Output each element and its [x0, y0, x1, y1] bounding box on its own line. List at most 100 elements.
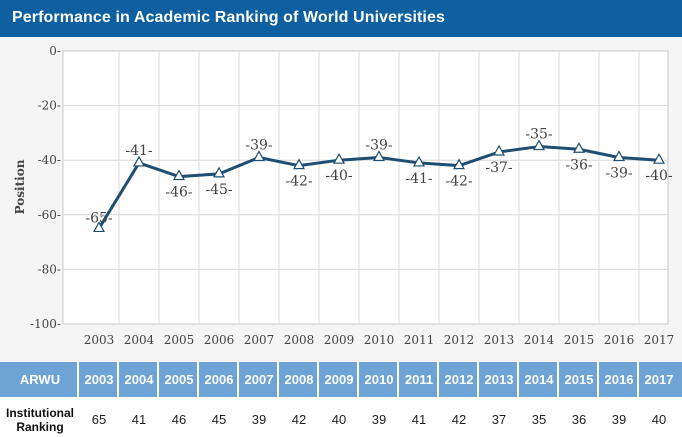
table-ranking-cell: 35 — [531, 412, 547, 427]
plot-area — [62, 50, 669, 325]
table-ranking-cell: 39 — [371, 412, 387, 427]
table-year-header: 2003 — [84, 372, 114, 387]
data-point-marker — [252, 150, 266, 162]
table-column-separator — [357, 362, 359, 397]
x-tick-label: 2009 — [324, 333, 355, 347]
table-header-label: ARWU — [19, 372, 61, 387]
table-column-separator — [157, 362, 159, 397]
table-year-header: 2016 — [604, 372, 634, 387]
ranking-table: ARWU 2003 2004 2005 2006 2007 2008 2009 2010 201… — [0, 362, 682, 437]
y-tick-label: -20- — [38, 99, 61, 113]
y-tick-label: -40- — [38, 153, 61, 167]
data-point-marker — [372, 150, 386, 162]
data-point-marker — [212, 166, 226, 178]
data-label: -65- — [85, 210, 113, 226]
table-year-header: 2013 — [484, 372, 514, 387]
x-tick-label: 2010 — [364, 333, 395, 347]
data-label: -40- — [645, 168, 673, 184]
table-column-separator — [437, 362, 439, 397]
data-point-marker — [612, 150, 626, 162]
y-tick-label: -80- — [38, 262, 61, 276]
chart-svg: 0- -20- -40- -60- -80- -100- 2003 2004 2005 2006 2… — [0, 37, 682, 361]
x-tick-label: 2013 — [484, 333, 515, 347]
table-row-label: Institutional Ranking — [6, 406, 74, 434]
table-ranking-cell: 65 — [91, 412, 107, 427]
table-year-header: 2005 — [164, 372, 194, 387]
x-tick-label: 2014 — [524, 333, 555, 347]
table-ranking-cell: 46 — [171, 412, 187, 427]
data-label: -35- — [525, 127, 553, 143]
table-ranking-cell: 36 — [571, 412, 587, 427]
x-tick-label: 2003 — [84, 333, 115, 347]
table-column-separator — [197, 362, 199, 397]
data-label: -36- — [565, 157, 593, 173]
data-point-marker — [452, 158, 466, 170]
x-tick-label: 2008 — [284, 333, 315, 347]
y-tick-label: 0- — [49, 44, 61, 58]
table-column-separator — [597, 362, 599, 397]
table-column-separator — [637, 362, 639, 397]
data-label: -42- — [285, 174, 313, 190]
grid-lines — [63, 51, 668, 324]
data-label: -39- — [245, 137, 273, 153]
x-tick-label: 2005 — [164, 333, 195, 347]
data-label: -42- — [445, 174, 473, 190]
data-point-marker — [572, 142, 586, 153]
table-column-separator — [77, 362, 79, 397]
data-point-marker — [652, 152, 666, 164]
data-point-marker — [92, 221, 106, 233]
table-year-header: 2008 — [284, 372, 314, 387]
data-label: -39- — [365, 137, 393, 153]
table-year-header: 2007 — [244, 372, 274, 387]
table-year-header: 2004 — [124, 372, 154, 387]
data-point-marker — [492, 144, 506, 156]
data-point-marker — [172, 169, 186, 181]
table-column-separator — [237, 362, 239, 397]
table-ranking-cell: 42 — [451, 412, 467, 427]
line-chart: 0- -20- -40- -60- -80- -100- 2003 2004 2005 2006 2… — [0, 37, 682, 361]
table-year-header: 2011 — [404, 372, 434, 387]
table-column-separator — [517, 362, 519, 397]
table-year-header: 2009 — [324, 372, 354, 387]
x-tick-label: 2012 — [444, 333, 475, 347]
table-ranking-cell: 45 — [211, 412, 227, 427]
x-tick-label: 2016 — [604, 333, 635, 347]
x-tick-label: 2015 — [564, 333, 595, 347]
table-ranking-cell: 40 — [331, 412, 347, 427]
table-column-separator — [557, 362, 559, 397]
data-labels: -65- -41- -46- -45- -39- -42- -40- -39- -41- -42-… — [85, 127, 673, 227]
y-axis-label: Position — [13, 159, 27, 214]
table-ranking-cell: 40 — [651, 412, 667, 427]
axes: 0- -20- -40- -60- -80- -100- 2003 2004 2005 2006 2… — [30, 44, 674, 347]
data-label: -41- — [125, 143, 153, 159]
data-label: -39- — [605, 165, 633, 181]
table-column-separator — [477, 362, 479, 397]
table-header-row: ARWU 2003 2004 2005 2006 2007 2008 2009 2010 201… — [0, 362, 682, 397]
x-tick-label: 2006 — [204, 333, 235, 347]
table-column-separator — [117, 362, 119, 397]
table-column-separator — [277, 362, 279, 397]
data-label: -45- — [205, 182, 233, 198]
table-ranking-cell: 42 — [291, 412, 307, 427]
table-column-separator — [397, 362, 399, 397]
table-year-header: 2014 — [524, 372, 554, 387]
table-ranking-cell: 41 — [131, 412, 147, 427]
table-year-header: 2006 — [204, 372, 234, 387]
data-label: -40- — [325, 168, 353, 184]
table-ranking-cell: 41 — [411, 412, 427, 427]
data-label: -41- — [405, 171, 433, 187]
table-data-row: Institutional Ranking 65 41 46 45 39 42 40 39 41… — [0, 401, 682, 437]
table-ranking-cell: 37 — [491, 412, 507, 427]
data-point-marker — [332, 152, 346, 164]
table-year-header: 2012 — [444, 372, 474, 387]
data-point-marker — [132, 155, 146, 167]
x-tick-label: 2004 — [124, 333, 155, 347]
data-label: -46- — [165, 185, 193, 201]
chart-title: Performance in Academic Ranking of World… — [12, 9, 445, 26]
x-tick-label: 2007 — [244, 333, 275, 347]
y-tick-label: -60- — [38, 208, 61, 222]
data-point-marker — [532, 139, 546, 151]
data-point-marker — [412, 155, 426, 167]
table-column-separator — [317, 362, 319, 397]
table-ranking-cell: 39 — [611, 412, 627, 427]
